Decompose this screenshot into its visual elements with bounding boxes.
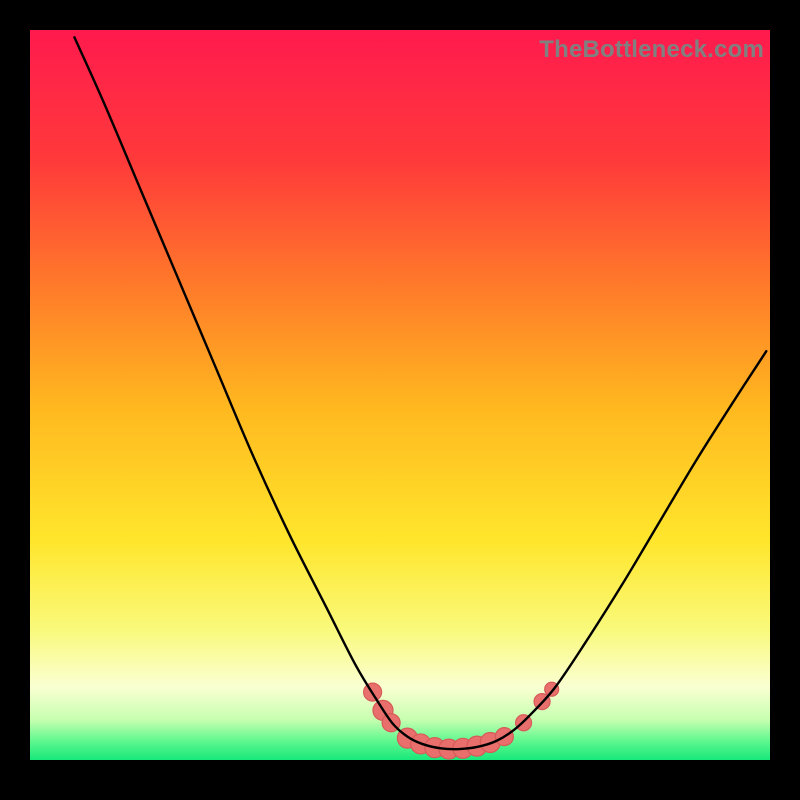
chart-frame: TheBottleneck.com [0,0,800,800]
bottleneck-curve [74,37,766,749]
chart-svg [0,0,800,800]
watermark-text: TheBottleneck.com [539,36,764,64]
